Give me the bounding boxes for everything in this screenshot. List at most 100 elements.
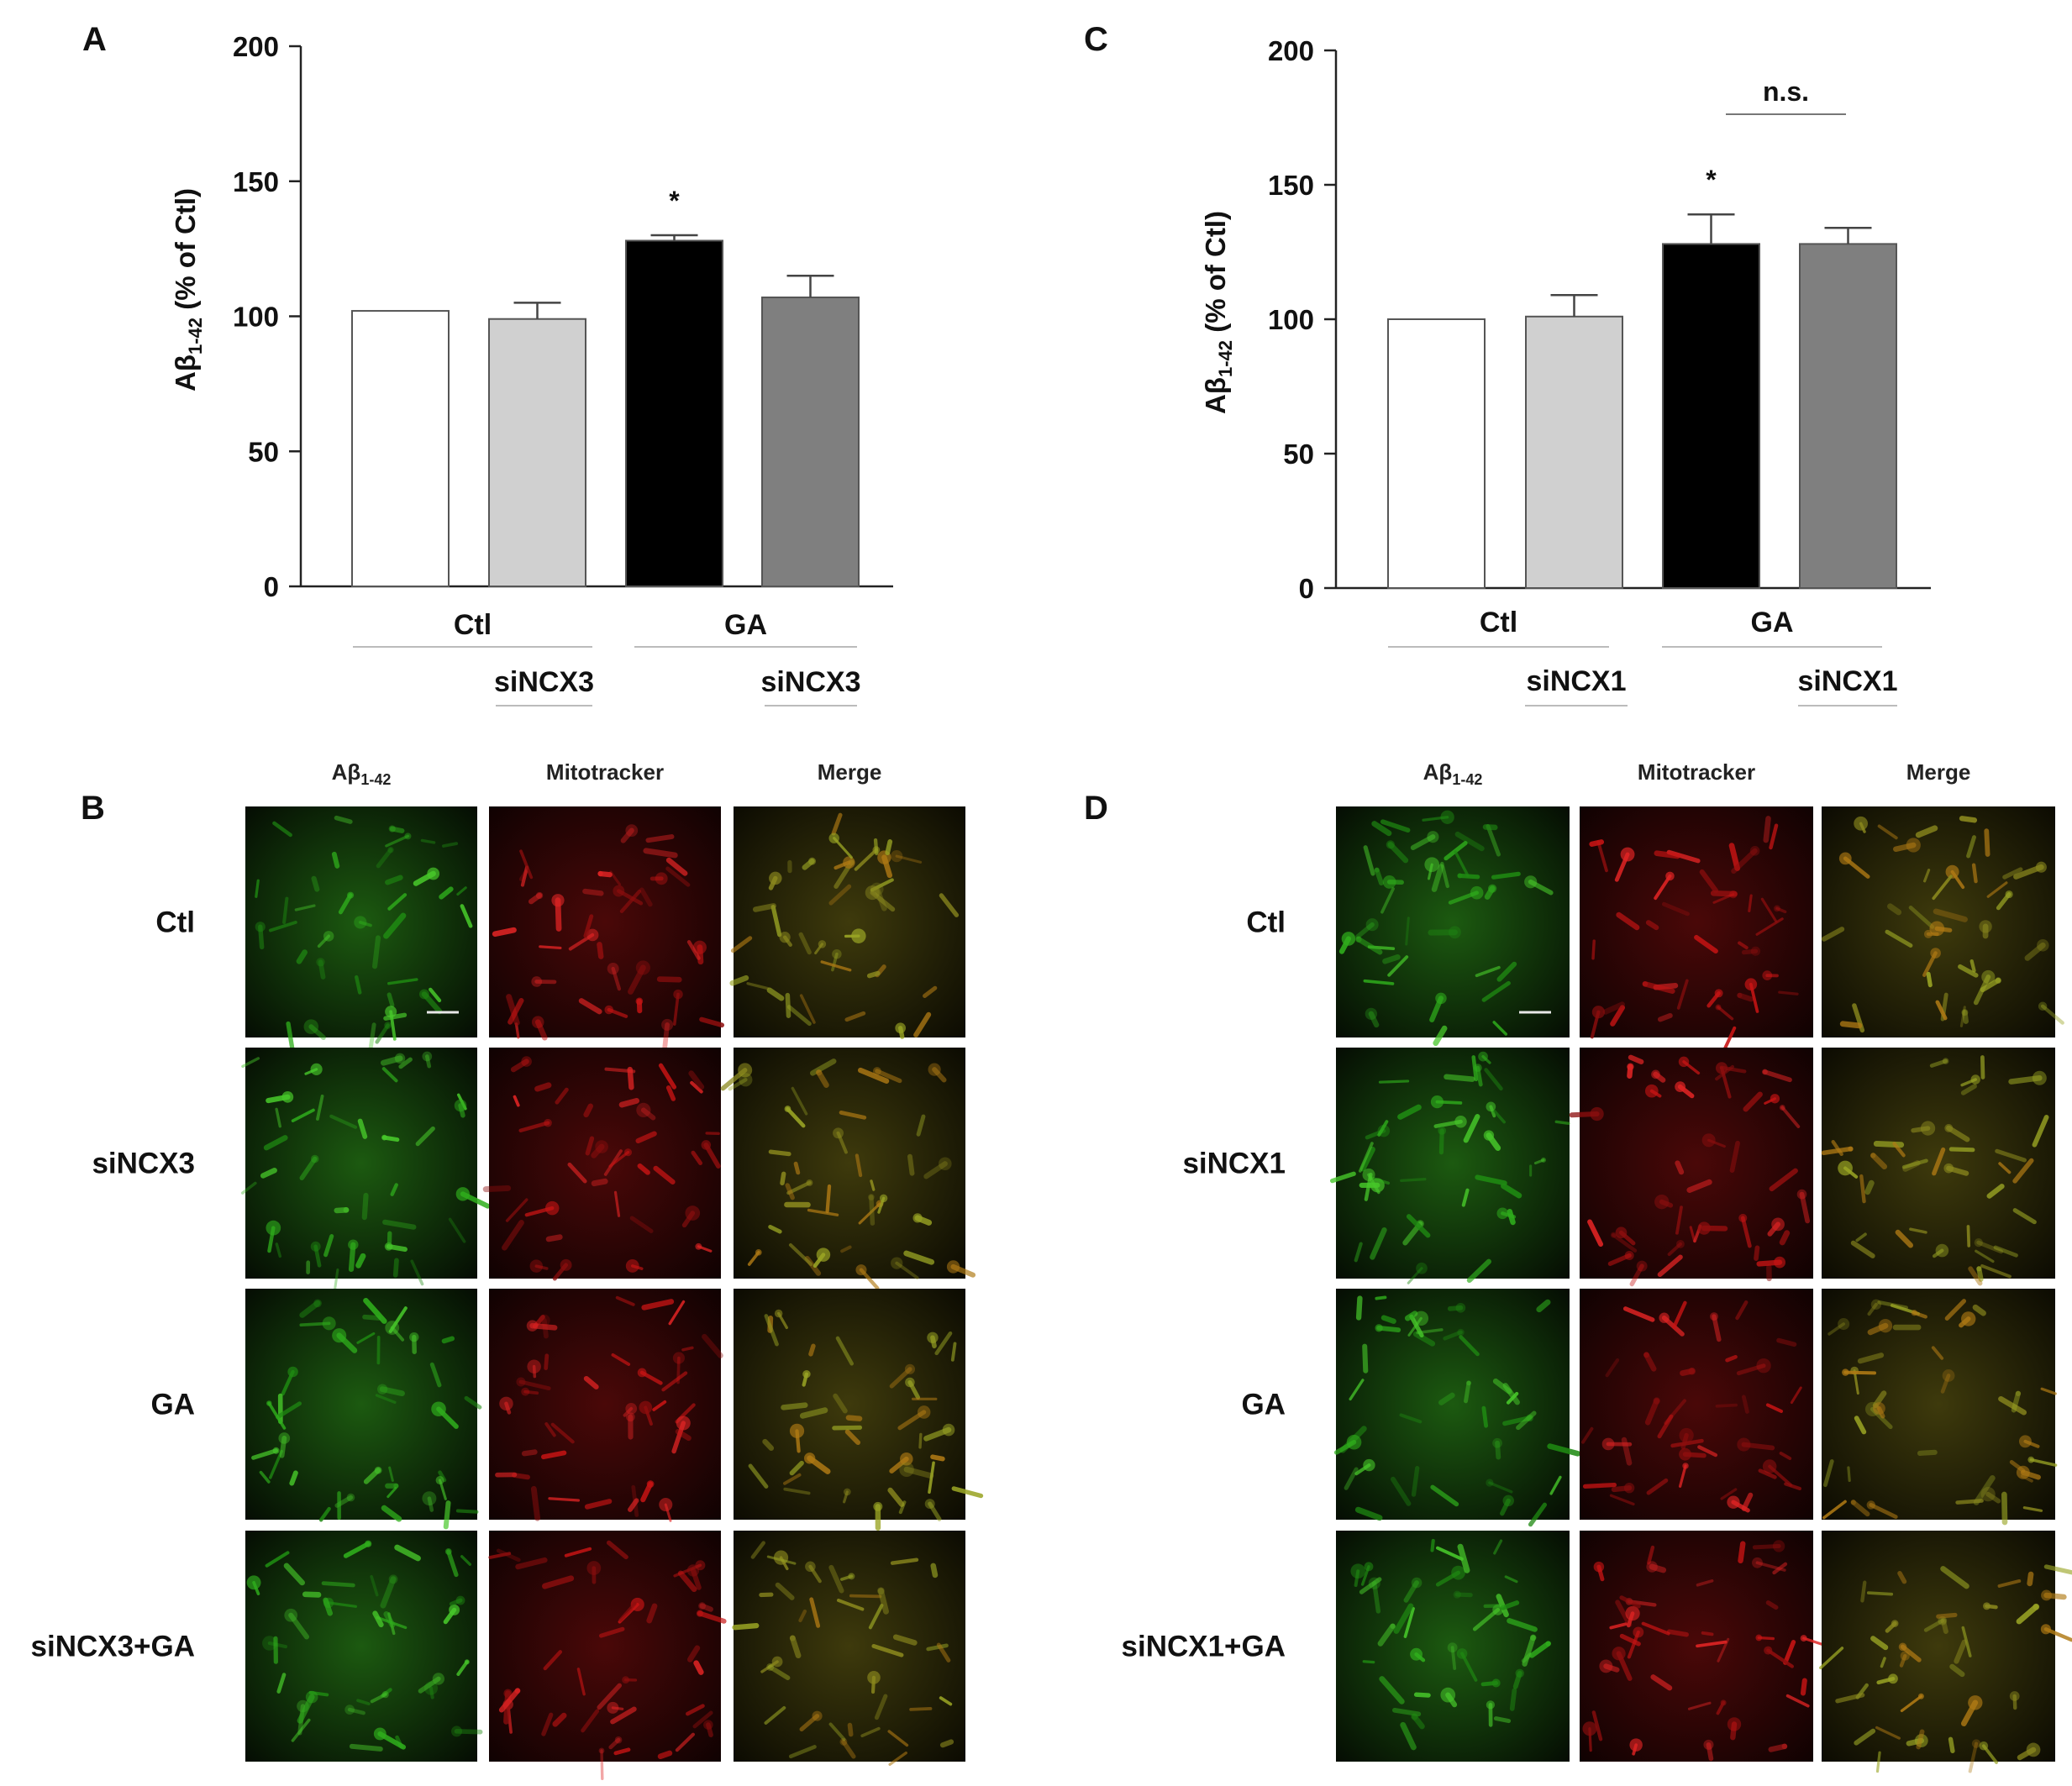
cell-body (1701, 1133, 1716, 1148)
cell-process (534, 1019, 548, 1041)
cell-body (1413, 1311, 1429, 1326)
cell-process (383, 1012, 408, 1021)
cell-body (1430, 1095, 1444, 1109)
cell-process (874, 1694, 888, 1720)
cell-body (614, 1736, 623, 1744)
cell-process (1955, 1499, 1984, 1505)
cell-body (262, 1636, 277, 1651)
cell-process (1877, 1300, 1909, 1310)
cell-process (1368, 1011, 1380, 1028)
cell-process (1738, 941, 1749, 950)
cell-process (1512, 1670, 1522, 1689)
cell-process (887, 1487, 905, 1507)
cell-process (308, 1690, 329, 1697)
cell-process (783, 1473, 802, 1485)
cell-process (1736, 1363, 1766, 1376)
cell-process (363, 1297, 387, 1324)
cell-process (606, 1540, 628, 1560)
cell-process (1646, 1478, 1669, 1495)
cell-body (544, 1200, 560, 1216)
cell-process (1528, 1502, 1548, 1527)
cell-process (1444, 1074, 1475, 1082)
cell-process (1605, 1358, 1620, 1378)
cell-body (867, 1671, 881, 1684)
cell-process (691, 1150, 703, 1165)
cell-process (653, 1165, 676, 1185)
cell-process (1369, 1176, 1391, 1185)
cell-process (627, 1066, 634, 1090)
cell-process (1769, 1168, 1798, 1192)
cell-process (869, 1195, 876, 1226)
cell-body (310, 1154, 319, 1164)
cell-process (1602, 1001, 1625, 1015)
cell-process (1763, 816, 1771, 843)
cell-process (1949, 1663, 1965, 1678)
cell-body (900, 1452, 913, 1466)
cell-process (1697, 1445, 1718, 1458)
cell-body (1935, 1243, 1949, 1258)
cell-process (258, 924, 265, 950)
cell-process (564, 1547, 592, 1557)
cell-body (1944, 1123, 1954, 1132)
cell-process (507, 998, 524, 1025)
cell-process (1670, 1438, 1704, 1448)
cell-process (1629, 1263, 1644, 1287)
cell-process (1459, 1335, 1480, 1357)
group-label: GA (1751, 607, 1794, 638)
cell-body (1447, 1642, 1458, 1653)
cell-body (1625, 1605, 1640, 1621)
cell-process (681, 1346, 694, 1352)
cell-process (1466, 1258, 1491, 1284)
cell-body (1940, 1617, 1947, 1625)
cell-body (1620, 847, 1635, 862)
cell-process (692, 1710, 713, 1729)
cell-body (1709, 1312, 1718, 1321)
cell-process (429, 987, 442, 1003)
group-label: Ctl (454, 609, 492, 641)
cell-body (630, 1597, 644, 1612)
cell-process (1621, 1437, 1633, 1466)
cell-process (762, 1438, 775, 1452)
row-label: siNCX1+GA (1122, 1631, 1286, 1663)
cell-body (865, 885, 880, 901)
cell-body (1943, 1163, 1954, 1174)
cell-process (1973, 974, 1991, 1006)
cell-process (1407, 1267, 1423, 1284)
cell-process (892, 1634, 918, 1646)
cell-process (1885, 929, 1913, 948)
cell-process (1619, 1595, 1641, 1609)
cell-body (1864, 1401, 1880, 1417)
cell-body (1727, 1717, 1742, 1731)
cell-process (358, 921, 372, 927)
cell-process (870, 890, 896, 912)
cell-body (322, 1316, 336, 1331)
cell-process (311, 875, 320, 892)
cell-body (1362, 1168, 1375, 1181)
row-label: Ctl (155, 906, 195, 939)
cell-process (1738, 1541, 1746, 1563)
cell-process (1866, 1591, 1894, 1596)
cell-process (1719, 1065, 1747, 1074)
cell-process (1855, 1232, 1867, 1242)
cell-process (1768, 1743, 1788, 1752)
cell-body (703, 1720, 713, 1730)
cell-body (1981, 969, 1996, 985)
cell-body (899, 1462, 914, 1478)
cell-body (1654, 1194, 1670, 1210)
cell-process (637, 1163, 650, 1175)
cell-process (1454, 831, 1485, 852)
cell-body (1453, 1590, 1461, 1599)
cell-process (1390, 1476, 1412, 1506)
cell-process (1980, 1055, 1985, 1079)
cell-body (422, 1491, 437, 1506)
cell-process (1500, 1498, 1511, 1516)
cell-process (316, 1094, 324, 1121)
cell-body (1643, 1352, 1649, 1358)
cell-body (1772, 1540, 1785, 1552)
cell-process (1948, 1147, 1975, 1153)
cell-process (1784, 1482, 1801, 1491)
cell-process (1475, 1065, 1483, 1087)
cell-process (1483, 1604, 1505, 1609)
cell-process (786, 1106, 806, 1128)
cell-process (349, 1743, 383, 1752)
